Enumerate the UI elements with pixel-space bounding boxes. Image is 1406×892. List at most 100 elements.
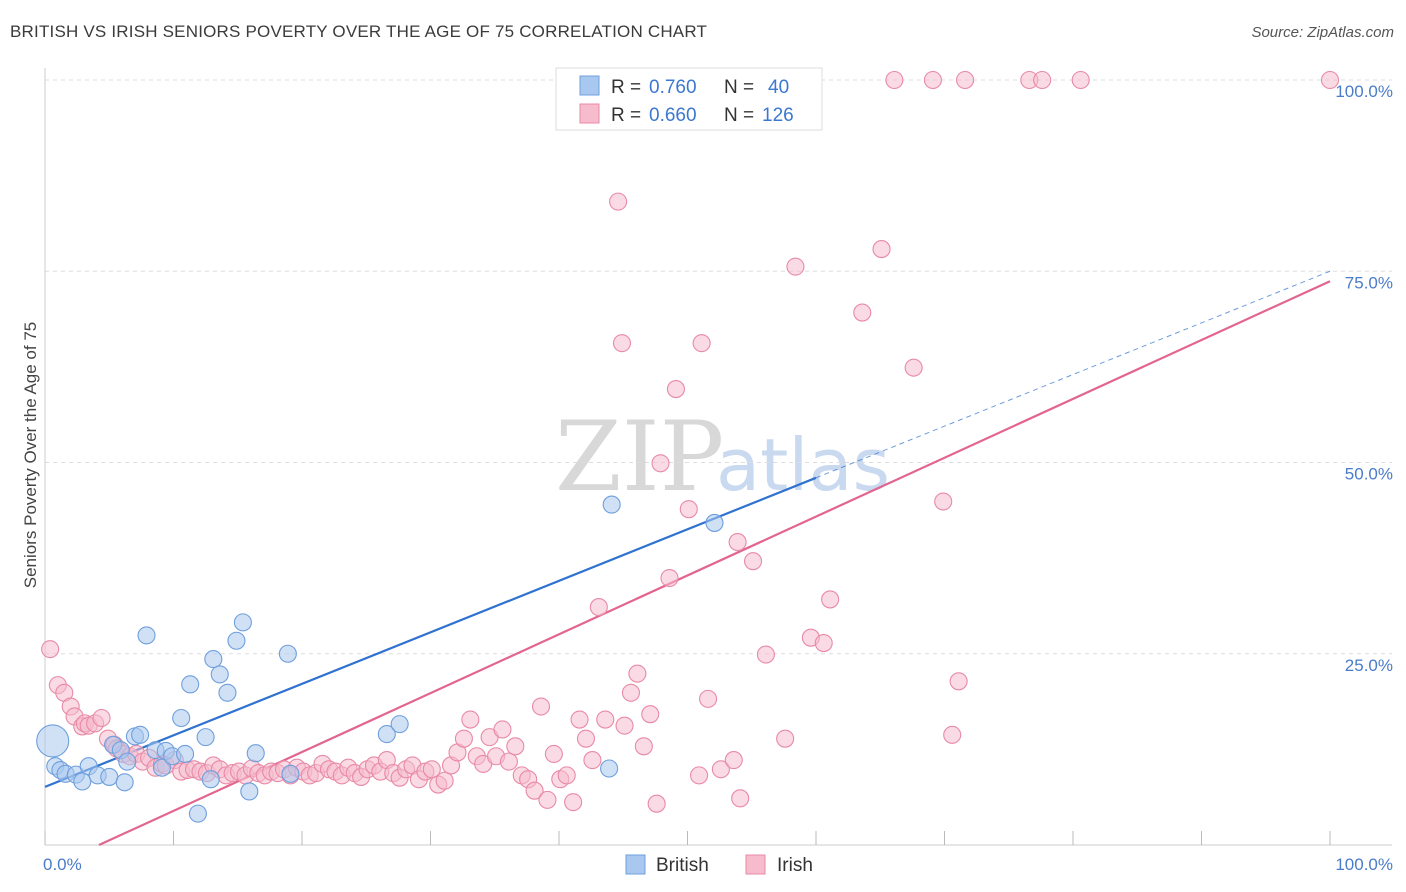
point-british: [100, 767, 119, 786]
point-irish: [949, 672, 968, 691]
point-irish: [92, 708, 111, 728]
point-irish: [743, 552, 763, 571]
point-irish: [724, 751, 743, 770]
point-irish: [538, 790, 557, 809]
point-british: [218, 683, 237, 702]
point-irish: [647, 794, 666, 813]
point-irish: [628, 664, 647, 683]
point-british: [118, 752, 137, 771]
point-irish: [615, 716, 634, 735]
tick-labels: 25.0% 50.0% 75.0% 100.0% 0.0% 100.0%: [43, 82, 1393, 874]
point-irish: [41, 640, 60, 659]
point-irish: [956, 70, 975, 90]
point-british: [196, 728, 215, 747]
point-irish: [544, 744, 563, 764]
legend-r-value-irish: 0.660: [649, 105, 697, 126]
point-irish: [814, 633, 833, 653]
y-tick-label-0: 25.0%: [1345, 656, 1393, 675]
point-irish: [564, 793, 583, 812]
point-british: [227, 631, 246, 650]
point-british: [115, 773, 134, 792]
grid-lines: [45, 79, 1392, 655]
bottom-legend-label-british: British: [656, 855, 709, 876]
legend-r-label-irish: R =: [611, 105, 641, 126]
legend-r-value-british: 0.760: [649, 77, 697, 98]
point-irish: [660, 568, 679, 588]
point-irish: [1320, 70, 1340, 90]
point-irish: [422, 760, 441, 779]
point-irish: [1071, 70, 1090, 90]
point-irish: [506, 737, 525, 756]
point-irish: [525, 781, 544, 800]
point-irish: [454, 729, 473, 748]
trend-line-irish: [98, 280, 1331, 847]
point-irish: [596, 710, 615, 729]
point-british: [152, 758, 171, 777]
point-irish: [531, 697, 551, 716]
point-irish: [756, 645, 775, 664]
point-irish: [923, 70, 942, 90]
point-british: [204, 650, 223, 669]
point-irish: [493, 720, 512, 739]
point-irish: [821, 590, 840, 609]
watermark: ZIP atlas: [555, 401, 890, 513]
point-british: [602, 495, 621, 514]
point-irish: [461, 710, 480, 729]
point-irish: [711, 760, 730, 779]
y-tick-label-3: 100.0%: [1335, 82, 1393, 101]
trend-line-british-extension: [815, 270, 1331, 479]
source-credit: Source: ZipAtlas.com: [1251, 24, 1394, 41]
point-irish: [435, 771, 454, 790]
point-irish: [853, 303, 872, 322]
x-tick-label-0: 0.0%: [43, 855, 82, 874]
point-british: [36, 724, 70, 758]
point-irish: [589, 598, 608, 617]
watermark-atlas: atlas: [716, 423, 890, 507]
point-british: [377, 725, 396, 744]
chart-title: BRITISH VS IRISH SENIORS POVERTY OVER TH…: [10, 22, 708, 41]
point-british: [176, 744, 195, 764]
legend-n-value-british: 40: [768, 77, 789, 98]
point-irish: [728, 533, 747, 552]
bottom-legend-swatch-irish: [745, 854, 766, 875]
point-irish: [731, 789, 750, 808]
legend-swatch-irish: [579, 103, 600, 124]
point-british: [172, 708, 191, 728]
bottom-legend-swatch-british: [625, 854, 646, 875]
legend-n-value-irish: 126: [762, 105, 794, 126]
legend-box: [555, 67, 823, 131]
point-irish: [621, 683, 641, 702]
watermark-zip: ZIP: [555, 401, 724, 513]
point-irish: [1033, 70, 1052, 90]
legend-swatch-british: [579, 75, 600, 96]
y-axis-label: Seniors Poverty Over the Age of 75: [21, 322, 40, 588]
point-irish: [557, 766, 576, 785]
point-irish: [499, 752, 518, 771]
point-british: [201, 770, 220, 789]
point-irish: [692, 334, 711, 353]
legend-n-label-british: N =: [724, 77, 754, 98]
point-british: [600, 759, 619, 778]
point-irish: [904, 358, 923, 377]
point-british: [188, 804, 207, 823]
point-irish: [943, 725, 962, 744]
point-british: [181, 675, 200, 694]
y-tick-label-1: 50.0%: [1345, 465, 1393, 484]
point-irish: [570, 710, 589, 729]
point-irish: [690, 766, 709, 785]
point-british: [390, 715, 409, 734]
point-irish: [612, 334, 632, 353]
point-british: [281, 764, 300, 783]
point-irish: [699, 689, 718, 708]
point-british: [137, 626, 156, 645]
point-irish: [634, 737, 653, 756]
trend-lines: [44, 270, 1331, 847]
legend-r-label-british: R =: [611, 77, 641, 98]
legend: R = 0.760 N = 40 R = 0.660 N = 126: [555, 67, 823, 131]
bottom-legend-label-irish: Irish: [777, 855, 813, 876]
y-tick-label-2: 75.0%: [1345, 273, 1393, 292]
point-irish: [583, 751, 602, 770]
point-british: [210, 665, 229, 684]
point-irish: [609, 192, 628, 211]
